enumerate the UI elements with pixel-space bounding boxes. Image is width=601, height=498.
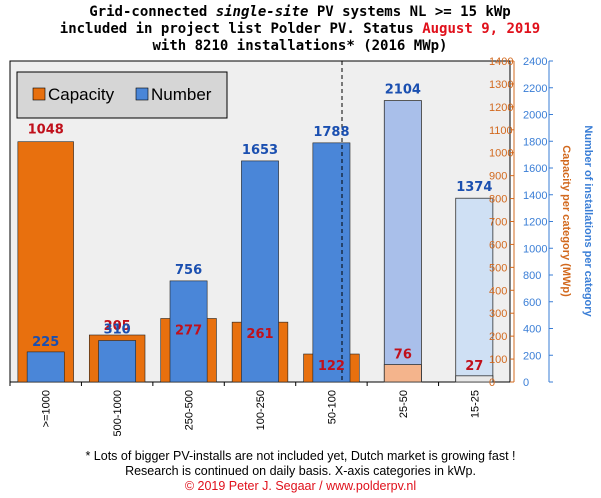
right-axis-tick-label: 400: [523, 324, 541, 336]
right-axis-title: Number of installations per category: [582, 125, 594, 317]
number-data-label: 310: [104, 323, 131, 338]
right-axis-tick-label: 200: [523, 350, 541, 362]
right-axis-tick-label: 800: [523, 270, 541, 282]
left-axis-tick-label: 1400: [489, 56, 513, 68]
number-data-label: 1788: [313, 125, 349, 140]
number-bar: [241, 160, 279, 383]
number-bar: [26, 351, 65, 383]
bars-layer: [17, 100, 494, 383]
capacity-data-label: 27: [465, 359, 483, 374]
footnote-line-1: * Lots of bigger PV-installs are not inc…: [85, 449, 516, 463]
chart-title-line-1: Grid-connected single-site PV systems NL…: [89, 4, 510, 20]
x-tick-label: 25-50: [398, 390, 410, 418]
capacity-data-label: 1048: [28, 123, 64, 138]
left-axis-title: Capacity per category (MWp): [560, 145, 572, 297]
legend-swatch-capacity: [32, 87, 46, 101]
capacity-bar: [455, 375, 494, 383]
left-axis-tick-label: 400: [489, 285, 507, 297]
capacity-data-label: 122: [318, 359, 345, 374]
left-axis-tick-label: 200: [489, 331, 507, 343]
legend-box: [16, 71, 228, 119]
number-data-label: 225: [32, 335, 59, 350]
number-bar: [169, 280, 208, 383]
left-axis: 0 100 200 300 400 500 600 700 800 900 1000 1100 1200…: [489, 56, 515, 389]
right-axis-tick-label: 2200: [523, 83, 547, 95]
x-tick-label: 50-100: [326, 390, 338, 424]
number-data-label: 1653: [242, 143, 278, 158]
right-axis-tick-label: 1600: [523, 163, 547, 175]
number-data-label: 1374: [456, 180, 492, 195]
legend-label-number: Number: [151, 85, 212, 104]
left-axis-tick-label: 600: [489, 239, 507, 251]
x-tick-label: >=1000: [41, 390, 53, 427]
left-axis-tick-label: 0: [489, 377, 495, 389]
right-axis-tick-label: 1400: [523, 190, 547, 202]
capacity-bar: [383, 364, 422, 383]
left-axis-tick-label: 700: [489, 217, 507, 229]
legend-label-capacity: Capacity: [48, 85, 115, 104]
footnote-copyright: © 2019 Peter J. Segaar / www.polderpv.nl: [184, 479, 417, 493]
right-axis-tick-label: 1800: [523, 136, 547, 148]
left-axis-tick-label: 800: [489, 194, 507, 206]
number-bar: [383, 100, 422, 383]
capacity-bar: [17, 141, 74, 383]
right-axis-tick-label: 2000: [523, 110, 547, 122]
chart-title-line-3: with 8210 installations* (2016 MWp): [152, 38, 447, 54]
right-axis: 0 200 400 600 800 1000 1200 1400 1600 1800 2000 220…: [523, 56, 553, 389]
x-tick-label: 500-1000: [112, 390, 124, 437]
capacity-data-label: 261: [246, 327, 273, 342]
left-axis-tick-label: 900: [489, 171, 507, 183]
number-bar: [312, 142, 351, 383]
right-axis-tick-label: 0: [523, 377, 529, 389]
legend: Capacity Number: [16, 71, 228, 119]
footnote-line-2: Research is continued on daily basis. X-…: [125, 464, 476, 478]
left-axis-tick-label: 100: [489, 354, 507, 366]
chart-title-line-2: included in project list Polder PV. Stat…: [60, 21, 540, 37]
right-axis-tick-label: 600: [523, 297, 541, 309]
number-data-label: 756: [175, 263, 202, 278]
left-axis-tick-label: 300: [489, 308, 507, 320]
left-axis-tick-label: 500: [489, 262, 507, 274]
right-axis-tick-label: 2400: [523, 56, 547, 68]
right-axis-tick-label: 1000: [523, 243, 547, 255]
left-axis-tick-label: 1000: [489, 148, 513, 160]
x-axis: >=1000 500-1000 250-500 100-250 50-100 25-50 1…: [9, 382, 481, 437]
right-axis-tick-label: 1200: [523, 217, 547, 229]
capacity-data-label: 205: [104, 319, 131, 334]
number-data-label: 2104: [385, 83, 421, 98]
capacity-data-label: 76: [394, 348, 412, 363]
number-bar: [98, 340, 137, 383]
x-tick-label: 15-25: [469, 390, 481, 418]
legend-swatch-number: [135, 87, 149, 101]
x-tick-label: 100-250: [255, 390, 267, 430]
left-axis-tick-label: 1300: [489, 79, 513, 91]
capacity-data-label: 277: [175, 323, 202, 338]
left-axis-tick-label: 1100: [489, 125, 513, 137]
left-axis-tick-label: 1200: [489, 102, 513, 114]
number-bar: [455, 197, 494, 383]
x-tick-label: 250-500: [184, 390, 196, 430]
